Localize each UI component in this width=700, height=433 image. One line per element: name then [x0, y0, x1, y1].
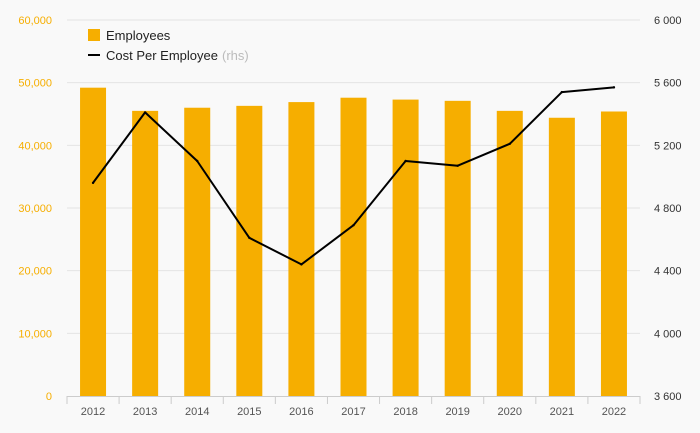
legend-label-employees: Employees [106, 28, 171, 43]
bar-2013 [132, 110, 159, 396]
line-point-2019 [456, 164, 459, 167]
y-axis-left: 0 10,000 20,000 30,000 40,000 50,000 60,000 [18, 15, 52, 403]
line-point-2017 [352, 224, 355, 227]
x-tick-label: 2015 [237, 406, 261, 418]
bar-2020 [496, 110, 523, 396]
x-tick-label: 2021 [550, 406, 574, 418]
x-tick-label: 2018 [393, 406, 417, 418]
x-tick-label: 2014 [185, 406, 209, 418]
line-point-2012 [91, 181, 95, 185]
legend-swatch-employees [88, 29, 100, 41]
line-point-2016 [300, 263, 303, 266]
line-point-2021 [560, 90, 564, 94]
x-tick-label: 2019 [445, 406, 469, 418]
legend-label-cost-per-employee: Cost Per Employee (rhs) [106, 48, 249, 63]
y-right-tick-label: 4 000 [654, 328, 682, 340]
line-point-2013 [143, 111, 147, 114]
bars [80, 87, 627, 397]
legend-label-cost-text: Cost Per Employee [106, 48, 218, 63]
line-point-2022 [612, 86, 616, 89]
x-tick-label: 2016 [289, 406, 313, 418]
x-tick-label: 2012 [81, 406, 105, 418]
line-point-2020 [508, 142, 511, 145]
y-right-tick-label: 4 400 [654, 266, 682, 278]
y-left-tick-label: 30,000 [18, 203, 52, 215]
x-tick-label: 2022 [602, 406, 626, 418]
line-point-2015 [248, 236, 251, 239]
legend: Employees Cost Per Employee (rhs) [88, 28, 249, 63]
line-point-2018 [404, 159, 407, 163]
y-left-tick-label: 10,000 [18, 328, 52, 340]
y-axis-right: 3 600 4 000 4 400 4 800 5 200 5 600 6 000 [654, 15, 682, 403]
bar-2019 [444, 100, 471, 396]
line-point-2014 [196, 159, 199, 163]
bar-2015 [236, 105, 263, 396]
y-left-tick-label: 50,000 [18, 78, 52, 90]
x-tick-label: 2017 [341, 406, 365, 418]
bar-2022 [600, 111, 627, 396]
y-right-tick-label: 6 000 [654, 15, 682, 27]
bar-2021 [548, 117, 575, 396]
y-left-tick-label: 20,000 [18, 266, 52, 278]
y-right-tick-label: 3 600 [654, 391, 682, 403]
x-tick-label: 2020 [498, 406, 522, 418]
x-tick-label: 2013 [133, 406, 157, 418]
y-left-tick-label: 40,000 [18, 140, 52, 152]
y-left-tick-label: 60,000 [18, 15, 52, 27]
bar-2017 [340, 97, 367, 396]
y-right-tick-label: 5 200 [654, 140, 682, 152]
bar-2018 [392, 99, 419, 396]
bar-2014 [184, 107, 211, 396]
bar-2012 [80, 87, 107, 397]
bar-2016 [288, 102, 315, 397]
y-right-tick-label: 4 800 [654, 203, 682, 215]
legend-label-rhs-note: (rhs) [222, 48, 249, 63]
y-right-tick-label: 5 600 [654, 78, 682, 90]
line-series [91, 86, 616, 266]
x-axis: 2012 2013 2014 2015 2016 2017 2018 2019 2020 2021… [66, 396, 641, 418]
y-left-tick-label: 0 [46, 391, 52, 403]
